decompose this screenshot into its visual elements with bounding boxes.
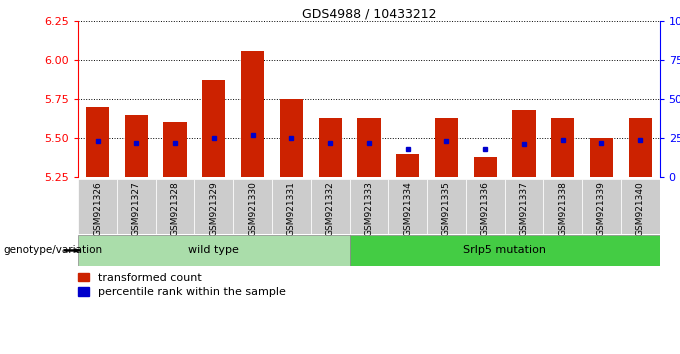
Bar [466, 179, 505, 234]
Text: GSM921334: GSM921334 [403, 182, 412, 236]
Bar [628, 118, 652, 177]
Bar [388, 179, 427, 234]
Bar [435, 118, 458, 177]
Text: genotype/variation: genotype/variation [3, 245, 103, 256]
Title: GDS4988 / 10433212: GDS4988 / 10433212 [302, 7, 436, 20]
Bar [202, 80, 226, 177]
Text: GSM921335: GSM921335 [442, 182, 451, 236]
Bar [272, 179, 311, 234]
Bar [194, 179, 233, 234]
Bar [473, 157, 497, 177]
Bar [311, 179, 350, 234]
Bar [241, 51, 265, 177]
Text: GSM921336: GSM921336 [481, 182, 490, 236]
Bar [279, 99, 303, 177]
Bar [505, 179, 543, 234]
Bar [551, 118, 575, 177]
Text: GSM921328: GSM921328 [171, 182, 180, 236]
Bar [512, 110, 536, 177]
Text: GSM921340: GSM921340 [636, 182, 645, 236]
Text: GSM921339: GSM921339 [597, 182, 606, 236]
Legend: transformed count, percentile rank within the sample: transformed count, percentile rank withi… [78, 273, 286, 297]
Bar [350, 235, 660, 266]
Bar [78, 179, 117, 234]
Bar [590, 138, 613, 177]
Bar [117, 179, 156, 234]
Text: GSM921326: GSM921326 [93, 182, 102, 236]
Text: GSM921338: GSM921338 [558, 182, 567, 236]
Text: GSM921332: GSM921332 [326, 182, 335, 236]
Bar [156, 179, 194, 234]
Bar [350, 179, 388, 234]
Bar [357, 118, 381, 177]
Bar [124, 115, 148, 177]
Text: GSM921333: GSM921333 [364, 182, 373, 236]
Bar [86, 107, 109, 177]
Bar [427, 179, 466, 234]
Text: GSM921337: GSM921337 [520, 182, 528, 236]
Text: GSM921331: GSM921331 [287, 182, 296, 236]
Text: wild type: wild type [188, 245, 239, 256]
Text: Srlp5 mutation: Srlp5 mutation [463, 245, 546, 256]
Bar [78, 235, 350, 266]
Bar [318, 118, 342, 177]
Bar [543, 179, 582, 234]
Bar [582, 179, 621, 234]
Text: GSM921329: GSM921329 [209, 182, 218, 236]
Bar [621, 179, 660, 234]
Bar [396, 154, 420, 177]
Text: GSM921330: GSM921330 [248, 182, 257, 236]
Text: GSM921327: GSM921327 [132, 182, 141, 236]
Bar [163, 122, 187, 177]
Bar [233, 179, 272, 234]
